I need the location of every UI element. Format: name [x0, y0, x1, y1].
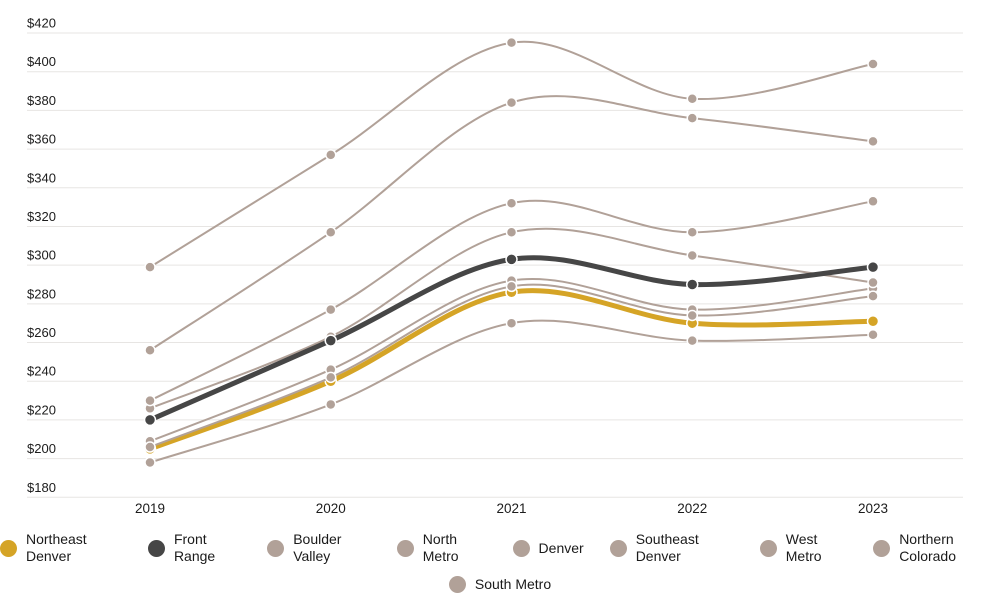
data-point-denver-2022[interactable] — [686, 112, 698, 124]
series-line-denver — [149, 95, 874, 352]
legend-label-boulder-valley: Boulder Valley — [293, 531, 342, 564]
data-point-boulder-valley-2019[interactable] — [144, 261, 156, 273]
data-point-front-range-2019[interactable] — [143, 413, 157, 427]
data-point-northern-colorado-2021[interactable] — [505, 317, 518, 329]
data-point-boulder-valley-2022[interactable] — [686, 93, 698, 105]
data-point-west-metro-2022[interactable] — [686, 249, 698, 262]
series-line-southeast-denver — [149, 283, 874, 448]
y-axis-label: $180 — [27, 480, 56, 495]
legend-label-west-metro: West Metro — [785, 531, 822, 564]
x-axis-label: 2019 — [135, 501, 165, 516]
legend-item-southeast-denver[interactable]: Southeast Denver — [609, 531, 734, 565]
x-axis-label: 2022 — [677, 501, 707, 516]
data-point-southeast-denver-2021[interactable] — [505, 280, 518, 293]
data-point-southeast-denver-2022[interactable] — [686, 309, 698, 322]
x-axis-label: 2020 — [316, 501, 346, 516]
data-point-front-range-2020[interactable] — [324, 334, 337, 347]
data-point-denver-2020[interactable] — [325, 226, 337, 239]
legend-item-west-metro[interactable]: West Metro — [759, 531, 847, 565]
data-point-southeast-denver-2020[interactable] — [325, 371, 337, 384]
data-point-southeast-denver-2019[interactable] — [144, 441, 156, 453]
legend-item-north-metro[interactable]: North Metro — [396, 531, 487, 565]
y-axis-label: $260 — [27, 325, 56, 340]
legend-swatch-northern-colorado — [873, 539, 891, 557]
legend-swatch-southeast-denver — [609, 539, 627, 557]
data-point-denver-2019[interactable] — [144, 344, 156, 357]
data-point-south-metro-2019[interactable] — [144, 394, 156, 407]
y-axis-label: $380 — [27, 93, 56, 108]
y-axis-label: $320 — [27, 209, 56, 224]
y-axis-label: $400 — [27, 54, 56, 69]
data-point-front-range-2021[interactable] — [505, 253, 518, 266]
x-axis-label: 2023 — [858, 501, 888, 516]
data-point-southeast-denver-2023[interactable] — [867, 290, 879, 302]
data-point-denver-2021[interactable] — [505, 96, 518, 109]
data-point-front-range-2023[interactable] — [866, 260, 880, 274]
series-line-northeast-denver — [147, 288, 876, 452]
data-point-northern-colorado-2019[interactable] — [144, 456, 156, 469]
legend-swatch-south-metro — [448, 576, 466, 593]
legend-row-1: Northeast Denver Front Range Boulder Valle… — [0, 531, 1000, 565]
data-point-west-metro-2023[interactable] — [867, 276, 879, 289]
legend-swatch-denver — [512, 539, 530, 557]
chart-legend: Northeast Denver Front Range Boulder Valle… — [0, 531, 1000, 593]
series-line-northern-colorado — [149, 319, 874, 464]
data-point-south-metro-2021[interactable] — [505, 197, 518, 209]
y-axis-label: $300 — [27, 248, 56, 263]
legend-label-north-metro: North Metro — [422, 531, 459, 564]
data-point-northern-colorado-2020[interactable] — [325, 398, 337, 411]
legend-item-denver[interactable]: Denver — [512, 539, 584, 557]
y-axis-label: $420 — [27, 16, 56, 31]
x-axis-label: 2021 — [496, 501, 526, 516]
data-point-front-range-2022[interactable] — [686, 278, 699, 291]
legend-label-northeast-denver: Northeast Denver — [26, 531, 87, 564]
legend-item-northern-colorado[interactable]: Northern Colorado — [873, 531, 1000, 565]
y-axis-label: $280 — [27, 286, 56, 301]
data-point-boulder-valley-2021[interactable] — [505, 36, 518, 49]
legend-label-south-metro: South Metro — [474, 576, 552, 592]
data-point-south-metro-2020[interactable] — [325, 303, 337, 316]
legend-item-south-metro[interactable]: South Metro — [448, 576, 552, 593]
data-point-northeast-denver-2023[interactable] — [866, 315, 880, 328]
legend-label-southeast-denver: Southeast Denver — [635, 531, 699, 564]
data-point-south-metro-2022[interactable] — [686, 226, 698, 239]
legend-swatch-boulder-valley — [267, 539, 285, 557]
series-line-north-metro — [149, 277, 874, 443]
data-point-boulder-valley-2020[interactable] — [325, 149, 337, 161]
legend-swatch-northeast-denver — [0, 539, 17, 557]
legend-swatch-west-metro — [759, 539, 777, 557]
legend-row-2: South Metro — [448, 576, 552, 593]
y-axis-label: $220 — [27, 402, 56, 417]
data-point-denver-2023[interactable] — [867, 135, 879, 148]
legend-label-denver: Denver — [538, 539, 584, 556]
data-point-boulder-valley-2023[interactable] — [867, 58, 879, 70]
chart-canvas: $180 $200 $220 $240 $260 $280 $300 $320 $340 $360… — [27, 16, 963, 516]
data-point-northern-colorado-2022[interactable] — [686, 334, 698, 347]
y-axis-label: $340 — [27, 170, 56, 185]
y-axis-label: $200 — [27, 441, 56, 456]
legend-label-front-range: Front Range — [173, 531, 216, 564]
line-chart: $180 $200 $220 $240 $260 $280 $300 $320 $340 $360… — [27, 16, 963, 516]
legend-item-front-range[interactable]: Front Range — [147, 531, 241, 565]
legend-swatch-north-metro — [396, 539, 414, 557]
legend-item-northeast-denver[interactable]: Northeast Denver — [0, 531, 122, 565]
legend-swatch-front-range — [147, 539, 165, 557]
data-point-south-metro-2023[interactable] — [867, 195, 879, 208]
legend-label-northern-colorado: Northern Colorado — [899, 531, 957, 564]
y-axis-label: $240 — [27, 364, 56, 379]
data-point-west-metro-2021[interactable] — [505, 226, 518, 239]
y-axis-label: $360 — [27, 132, 56, 147]
legend-item-boulder-valley[interactable]: Boulder Valley — [267, 531, 371, 565]
data-point-northern-colorado-2023[interactable] — [867, 329, 879, 341]
